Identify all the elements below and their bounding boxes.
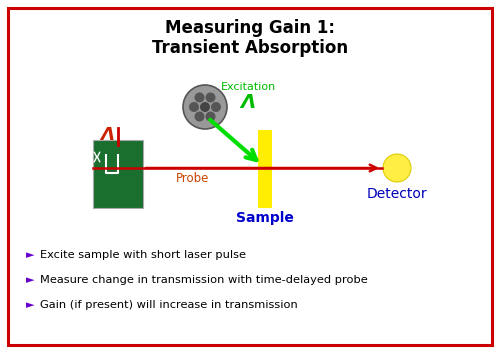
Text: Sample: Sample — [236, 211, 294, 225]
Text: Probe: Probe — [176, 172, 210, 185]
Text: ►: ► — [26, 250, 34, 260]
Text: Measure change in transmission with time-delayed probe: Measure change in transmission with time… — [40, 275, 368, 285]
Circle shape — [211, 102, 221, 112]
Text: Detector: Detector — [366, 187, 428, 201]
Text: Excitation: Excitation — [220, 82, 276, 92]
Text: Measuring Gain 1:: Measuring Gain 1: — [165, 19, 335, 37]
Circle shape — [183, 85, 227, 129]
Circle shape — [383, 154, 411, 182]
Circle shape — [194, 92, 204, 102]
Circle shape — [206, 112, 216, 121]
Circle shape — [206, 92, 216, 102]
Circle shape — [194, 112, 204, 121]
Text: Λ: Λ — [240, 94, 256, 113]
Text: Transient Absorption: Transient Absorption — [152, 39, 348, 57]
Text: ►: ► — [26, 300, 34, 310]
Bar — [258, 130, 272, 208]
Text: ►: ► — [26, 275, 34, 285]
Circle shape — [200, 102, 210, 112]
Text: Gain (if present) will increase in transmission: Gain (if present) will increase in trans… — [40, 300, 298, 310]
Text: Excite sample with short laser pulse: Excite sample with short laser pulse — [40, 250, 246, 260]
Circle shape — [189, 102, 199, 112]
Text: Λ: Λ — [100, 126, 114, 144]
Bar — [93, 140, 143, 208]
